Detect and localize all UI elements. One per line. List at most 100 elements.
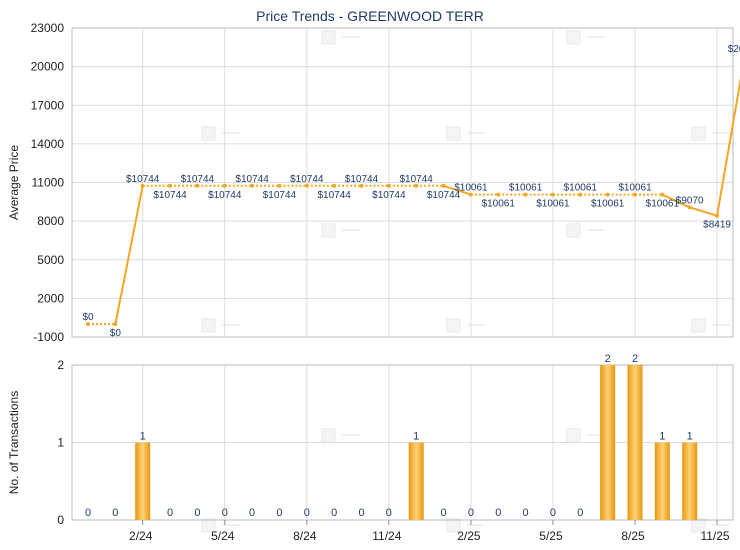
price-data-labels: $0 $0 $10744 $10744 $10744 $10744 $10744 $10744… bbox=[82, 44, 740, 339]
date-x-axis: 2/24 5/24 8/24 11/24 2/25 5/25 8/25 11/25 bbox=[129, 520, 730, 543]
price-data-label: $10061 bbox=[564, 183, 598, 194]
watermark-layer: ▧ ― ▧ ― ▧ ― ▧ ― ▧ ― ▧ ― ▧ ― ▧ ― ▧ ― ▧ ― ▧ ― ▧ ― ▧ ― ▧… bbox=[200, 26, 730, 534]
watermark-glyph: ▧ ― bbox=[200, 514, 240, 534]
price-data-label: $10744 bbox=[427, 190, 461, 201]
price-point bbox=[168, 183, 173, 188]
watermark-glyph: ▧ ― bbox=[565, 26, 605, 46]
price-point bbox=[605, 192, 610, 197]
price-data-label: $10744 bbox=[290, 174, 324, 185]
transaction-count-label: 0 bbox=[276, 507, 282, 519]
transaction-count-label: 0 bbox=[249, 507, 255, 519]
price-point bbox=[496, 192, 501, 197]
price-data-label: $10744 bbox=[153, 190, 187, 201]
price-data-label: $10061 bbox=[536, 199, 570, 210]
transaction-count-label: 1 bbox=[687, 431, 693, 443]
price-data-label: $20686 bbox=[728, 44, 740, 55]
price-data-label: $9070 bbox=[676, 195, 704, 206]
transactions-grid bbox=[71, 364, 734, 521]
price-grid bbox=[71, 27, 734, 338]
watermark-glyph: ▧ ― bbox=[445, 514, 485, 534]
chart-title: Price Trends - GREENWOOD TERR bbox=[256, 8, 484, 24]
transaction-count-label: 0 bbox=[112, 507, 118, 519]
price-point bbox=[304, 183, 309, 188]
price-point bbox=[523, 192, 528, 197]
price-data-label: $0 bbox=[82, 312, 94, 323]
price-y-tick-label: 14000 bbox=[31, 137, 65, 151]
transaction-count-label: 0 bbox=[468, 507, 474, 519]
price-point bbox=[222, 183, 227, 188]
price-data-label: $10061 bbox=[591, 199, 625, 210]
price-data-label: $10061 bbox=[482, 199, 516, 210]
x-tick-label: 11/24 bbox=[372, 529, 401, 543]
watermark-glyph: ▧ ― bbox=[565, 219, 605, 239]
transaction-count-label: 0 bbox=[222, 507, 228, 519]
price-point bbox=[550, 192, 555, 197]
price-data-label: $10744 bbox=[208, 190, 242, 201]
watermark-glyph: ▧ ― bbox=[690, 122, 730, 142]
price-line-segment bbox=[661, 193, 691, 209]
transaction-count-label: 1 bbox=[413, 431, 419, 443]
price-point bbox=[715, 213, 720, 218]
price-plot-frame bbox=[71, 27, 734, 338]
transaction-count-label: 0 bbox=[331, 507, 337, 519]
price-data-label: $10061 bbox=[454, 183, 488, 194]
price-point bbox=[578, 192, 583, 197]
price-data-label: $0 bbox=[110, 328, 122, 339]
price-point bbox=[332, 183, 337, 188]
price-y-tick-label: 5000 bbox=[37, 253, 64, 267]
transaction-count-label: 1 bbox=[140, 431, 146, 443]
transaction-bar bbox=[627, 365, 643, 520]
watermark-glyph: ▧ ― bbox=[320, 219, 360, 239]
transaction-count-label: 2 bbox=[605, 353, 611, 365]
transaction-bar bbox=[682, 442, 698, 520]
x-tick-label: 8/24 bbox=[293, 529, 317, 543]
price-point bbox=[113, 322, 118, 327]
price-data-label: $10744 bbox=[317, 190, 351, 201]
transactions-y-axis: 0 1 2 bbox=[57, 358, 64, 527]
transaction-bar bbox=[408, 442, 424, 520]
transaction-count-label: 0 bbox=[85, 507, 91, 519]
transaction-count-label: 1 bbox=[659, 431, 665, 443]
price-point bbox=[468, 192, 473, 197]
transactions-y-axis-label: No. of Transactions bbox=[7, 391, 21, 494]
watermark-glyph: ▧ ― bbox=[200, 122, 240, 142]
watermark-glyph: ▧ ― bbox=[690, 314, 730, 334]
price-y-axis: -1000 2000 5000 8000 11000 14000 17000 20000 230… bbox=[31, 21, 65, 344]
transaction-bar bbox=[654, 442, 670, 520]
transaction-count-label: 0 bbox=[440, 507, 446, 519]
price-data-label: $10744 bbox=[126, 174, 160, 185]
transactions-y-tick-label: 2 bbox=[57, 358, 64, 372]
price-point bbox=[277, 183, 282, 188]
transaction-bar bbox=[135, 442, 151, 520]
transaction-bar bbox=[600, 365, 616, 520]
price-data-label: $10744 bbox=[400, 174, 434, 185]
price-data-label: $10061 bbox=[509, 183, 543, 194]
price-point bbox=[359, 183, 364, 188]
transactions-y-tick-label: 1 bbox=[57, 436, 64, 450]
price-y-axis-label: Average Price bbox=[7, 145, 21, 220]
price-point bbox=[687, 205, 692, 210]
price-point bbox=[414, 183, 419, 188]
transaction-count-label: 0 bbox=[304, 507, 310, 519]
price-y-tick-label: 20000 bbox=[31, 60, 65, 74]
price-data-label: $10744 bbox=[263, 190, 297, 201]
transaction-count-label: 0 bbox=[577, 507, 583, 519]
price-point bbox=[86, 322, 90, 327]
transaction-count-label: 0 bbox=[495, 507, 501, 519]
transaction-count-label: 0 bbox=[550, 507, 556, 519]
price-data-label: $10061 bbox=[646, 199, 680, 210]
watermark-glyph: ▧ ― bbox=[320, 26, 360, 46]
watermark-glyph: ▧ ― bbox=[320, 424, 360, 444]
watermark-glyph: ▧ ― bbox=[445, 314, 485, 334]
transaction-count-label: 0 bbox=[167, 507, 173, 519]
x-tick-label: 8/25 bbox=[621, 529, 645, 543]
price-line-segment bbox=[443, 184, 472, 196]
x-tick-label: 2/24 bbox=[129, 529, 153, 543]
price-y-tick-label: 8000 bbox=[37, 214, 64, 228]
x-tick-label: 5/24 bbox=[211, 529, 235, 543]
price-point bbox=[633, 192, 637, 197]
price-point bbox=[441, 183, 446, 188]
price-y-tick-label: 11000 bbox=[32, 176, 65, 190]
price-data-label: $10061 bbox=[618, 183, 652, 194]
